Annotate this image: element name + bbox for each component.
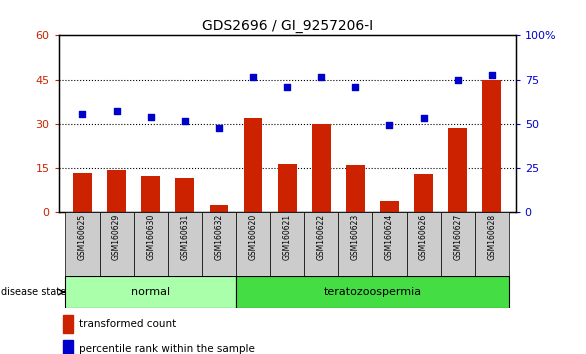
Bar (278, 164, 297, 212)
Point (487, 72, 496, 78)
Bar (175, 178, 194, 212)
Bar (107, 170, 126, 212)
Text: GSM160628: GSM160628 (488, 214, 496, 260)
Bar (312, 124, 331, 212)
Point (248, 74, 258, 80)
Text: GSM160620: GSM160620 (248, 214, 257, 260)
Point (419, 115, 428, 121)
Text: normal: normal (131, 287, 171, 297)
Bar (236, 212, 270, 276)
Bar (66, 212, 100, 276)
Point (180, 118, 189, 124)
Bar (236, 276, 509, 308)
Text: percentile rank within the sample: percentile rank within the sample (79, 344, 255, 354)
Bar (338, 212, 373, 276)
Text: GSM160626: GSM160626 (419, 214, 428, 260)
Point (78, 111, 87, 116)
Point (112, 108, 121, 113)
Bar (63, 315, 73, 333)
Bar (373, 212, 407, 276)
Bar (66, 276, 236, 308)
Text: GSM160621: GSM160621 (282, 214, 292, 260)
Bar (168, 212, 202, 276)
Bar (407, 212, 441, 276)
Bar (141, 176, 160, 212)
Text: GSM160627: GSM160627 (453, 214, 462, 260)
Point (146, 114, 155, 119)
Bar (414, 174, 433, 212)
Bar (134, 212, 168, 276)
Point (453, 77, 462, 82)
Point (282, 84, 292, 90)
Text: disease state: disease state (1, 287, 66, 297)
Text: GSM160630: GSM160630 (146, 214, 155, 260)
Text: GSM160623: GSM160623 (351, 214, 360, 260)
Bar (304, 212, 338, 276)
Point (316, 74, 326, 80)
Bar (475, 212, 509, 276)
Bar (441, 212, 475, 276)
Point (214, 125, 224, 131)
Bar (448, 128, 467, 212)
Text: GSM160629: GSM160629 (112, 214, 121, 260)
Point (350, 84, 360, 90)
Point (385, 122, 394, 128)
Text: GSM160632: GSM160632 (214, 214, 223, 260)
Bar (73, 172, 92, 212)
Bar (63, 340, 73, 354)
Bar (346, 165, 364, 212)
Bar (202, 212, 236, 276)
Text: GSM160624: GSM160624 (385, 214, 394, 260)
Bar (210, 205, 229, 212)
Bar (244, 118, 263, 212)
Text: teratozoospermia: teratozoospermia (323, 287, 421, 297)
Bar (482, 80, 501, 212)
Bar (100, 212, 134, 276)
Title: GDS2696 / GI_9257206-I: GDS2696 / GI_9257206-I (202, 19, 373, 33)
Text: GSM160631: GSM160631 (180, 214, 189, 260)
Bar (380, 201, 399, 212)
Text: transformed count: transformed count (79, 319, 176, 330)
Text: GSM160622: GSM160622 (317, 214, 326, 260)
Text: GSM160625: GSM160625 (78, 214, 87, 260)
Bar (270, 212, 304, 276)
